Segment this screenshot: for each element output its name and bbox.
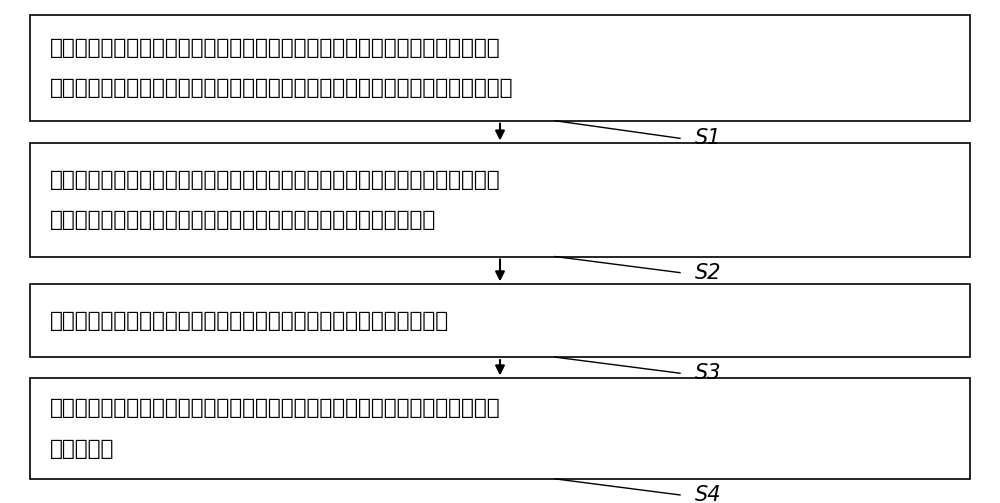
Bar: [30, 143, 970, 257]
Text: S2: S2: [695, 263, 722, 283]
Text: S4: S4: [695, 485, 722, 503]
Text: 确定所述变电站系统中的冗余功能单元以及每一所述冗余功能单元的总冗余数量；: 确定所述变电站系统中的冗余功能单元以及每一所述冗余功能单元的总冗余数量；: [50, 78, 514, 98]
Text: 基于系统冗余程度和系统冗余效果的关联关系，根据所述系统冗余程度计算系统: 基于系统冗余程度和系统冗余效果的关联关系，根据所述系统冗余程度计算系统: [50, 398, 501, 418]
Text: 将变电站系统中的各个部件划分为多种功能单元，并根据预设系统性能指标的值: 将变电站系统中的各个部件划分为多种功能单元，并根据预设系统性能指标的值: [50, 38, 501, 58]
Bar: [30, 284, 970, 357]
Text: 根据实际冗余需求确定每一种所述冗余功能单元的实际冗余数量，并根据所述实: 根据实际冗余需求确定每一种所述冗余功能单元的实际冗余数量，并根据所述实: [50, 170, 501, 190]
Text: 际冗余数量计算每一种所述冗余功能单元的冗余程度以及冗余效果；: 际冗余数量计算每一种所述冗余功能单元的冗余程度以及冗余效果；: [50, 210, 436, 230]
Bar: [30, 378, 970, 479]
Text: S3: S3: [695, 363, 722, 383]
Text: 冗余效果。: 冗余效果。: [50, 439, 114, 459]
Bar: [30, 15, 970, 121]
Text: S1: S1: [695, 128, 722, 148]
Text: 根据所有所述冗余功能单元的冗余程度和冗余效果计算系统冗余程度；: 根据所有所述冗余功能单元的冗余程度和冗余效果计算系统冗余程度；: [50, 311, 449, 330]
